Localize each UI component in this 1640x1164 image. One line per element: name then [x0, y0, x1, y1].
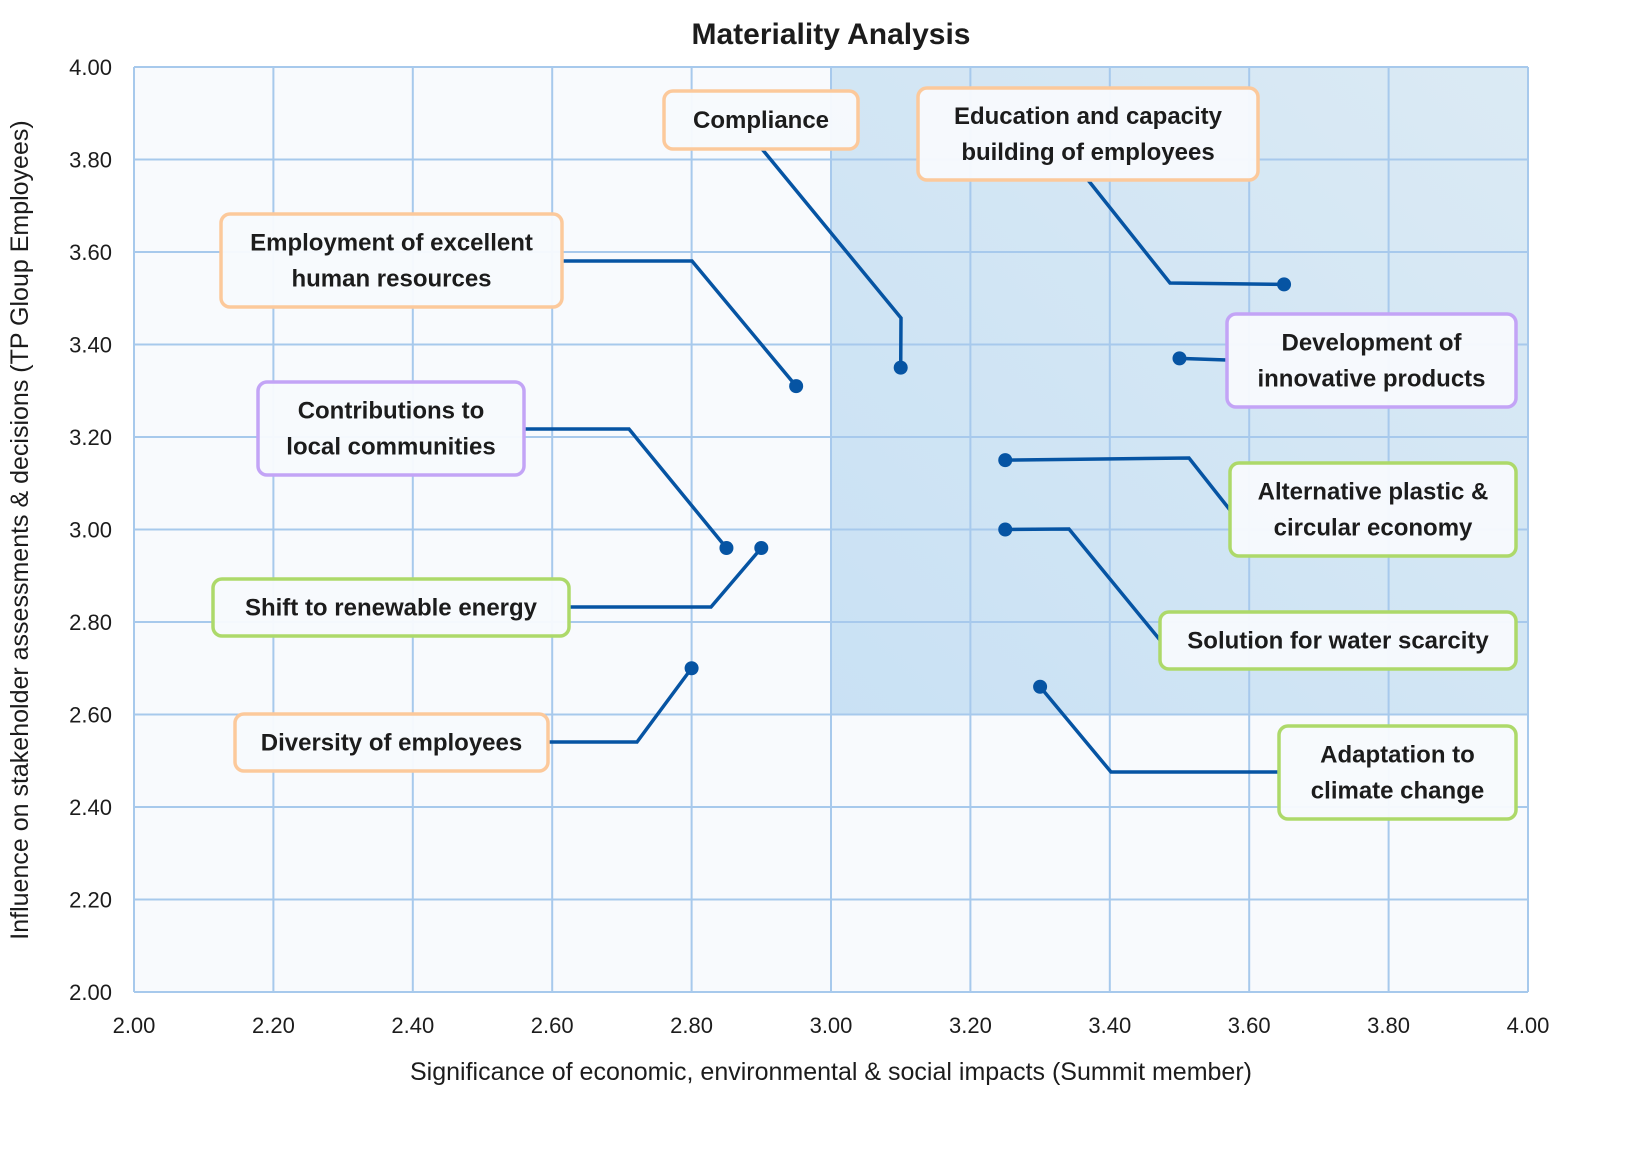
- y-tick-label: 4.00: [69, 55, 112, 80]
- x-tick-label: 3.60: [1228, 1013, 1271, 1038]
- y-tick-label: 2.00: [69, 980, 112, 1005]
- data-point[interactable]: [719, 541, 734, 555]
- point-label: Contributions to local communities: [256, 380, 526, 477]
- x-tick-label: 3.00: [810, 1013, 853, 1038]
- data-point[interactable]: [1277, 277, 1292, 292]
- label-box: [211, 577, 571, 638]
- x-tick-label: 2.60: [531, 1013, 574, 1038]
- label-text: innovative products: [1257, 366, 1485, 393]
- x-tick-label: 3.20: [949, 1013, 992, 1038]
- label-text: local communities: [286, 434, 495, 461]
- label-box: [916, 86, 1260, 182]
- label-text: Alternative plastic &: [1258, 479, 1489, 506]
- label-text: Development of: [1281, 330, 1462, 357]
- label-text: climate change: [1311, 778, 1484, 805]
- point-label: Shift to renewable energy: [211, 577, 571, 638]
- leader-line: [548, 667, 694, 744]
- label-box: [1158, 610, 1518, 671]
- leader-lines: [524, 147, 1285, 774]
- point-label: Diversity of employees: [233, 712, 550, 773]
- data-point[interactable]: [998, 522, 1013, 537]
- x-tick-label: 2.00: [113, 1013, 156, 1038]
- data-point[interactable]: [893, 360, 908, 375]
- label-text: Shift to renewable energy: [245, 595, 538, 622]
- label-box: [219, 212, 564, 309]
- leader-line: [562, 259, 798, 388]
- leader-line: [1179, 356, 1228, 362]
- data-point[interactable]: [998, 453, 1013, 468]
- leader-line: [524, 427, 728, 550]
- label-text: Diversity of employees: [261, 730, 522, 757]
- label-text: Contributions to: [298, 398, 485, 425]
- y-tick-label: 3.40: [69, 333, 112, 358]
- point-label: Development of innovative products: [1225, 312, 1518, 409]
- y-tick-label: 2.80: [69, 610, 112, 635]
- label-box: [233, 712, 550, 773]
- leader-line: [1005, 456, 1232, 512]
- y-tick-label: 3.20: [69, 425, 112, 450]
- label-text: human resources: [291, 266, 491, 293]
- leader-line: [760, 147, 903, 368]
- chart-title: Materiality Analysis: [691, 18, 970, 51]
- label-text: Employment of excellent: [250, 230, 533, 257]
- label-box: [662, 89, 860, 151]
- label-box: [1277, 724, 1518, 821]
- data-point[interactable]: [1033, 679, 1048, 694]
- leader-line: [1086, 178, 1285, 287]
- label-box: [256, 380, 526, 477]
- label-text: circular economy: [1274, 515, 1473, 542]
- y-tick-label: 2.60: [69, 703, 112, 728]
- y-axis-ticks: 2.00 2.20 2.40 2.60 2.80 3.00 3.20 3.40 3.60 3.80…: [69, 55, 112, 1005]
- y-tick-label: 2.20: [69, 888, 112, 913]
- x-tick-label: 4.00: [1507, 1013, 1550, 1038]
- x-tick-label: 2.80: [670, 1013, 713, 1038]
- leader-line: [569, 546, 763, 609]
- x-tick-label: 3.40: [1088, 1013, 1131, 1038]
- point-label: Adaptation to climate change: [1277, 724, 1518, 821]
- x-tick-label: 2.40: [391, 1013, 434, 1038]
- x-axis-label: Significance of economic, environmental …: [410, 1058, 1252, 1086]
- point-label: Employment of excellent human resources: [219, 212, 564, 309]
- x-axis-ticks: 2.00 2.20 2.40 2.60 2.80 3.00 3.20 3.40 3.60 3.80…: [113, 1013, 1550, 1038]
- label-box: [1225, 312, 1518, 409]
- data-point[interactable]: [789, 379, 804, 394]
- y-tick-label: 2.40: [69, 795, 112, 820]
- data-point[interactable]: [684, 661, 699, 676]
- data-point[interactable]: [754, 541, 769, 555]
- point-label: Compliance: [662, 89, 860, 151]
- data-points: [684, 277, 1292, 694]
- label-text: Solution for water scarcity: [1187, 628, 1489, 655]
- point-label: Education and capacity building of employ…: [916, 86, 1260, 182]
- data-point[interactable]: [1172, 351, 1187, 366]
- label-text: Compliance: [693, 107, 829, 134]
- label-text: building of employees: [961, 139, 1214, 166]
- x-tick-label: 2.20: [252, 1013, 295, 1038]
- leader-line: [1005, 527, 1162, 642]
- label-box: [1228, 461, 1518, 558]
- point-labels: Compliance Education and capacity building…: [211, 86, 1518, 821]
- y-axis-label: Influence on stakeholder assessments & d…: [6, 120, 34, 939]
- y-tick-label: 3.00: [69, 518, 112, 543]
- label-text: Education and capacity: [954, 103, 1223, 130]
- y-tick-label: 3.80: [69, 148, 112, 173]
- point-label: Alternative plastic & circular economy: [1228, 461, 1518, 558]
- point-label: Solution for water scarcity: [1158, 610, 1518, 671]
- y-tick-label: 3.60: [69, 240, 112, 265]
- label-text: Adaptation to: [1320, 742, 1475, 769]
- leader-line: [1038, 685, 1279, 774]
- x-tick-label: 3.80: [1367, 1013, 1410, 1038]
